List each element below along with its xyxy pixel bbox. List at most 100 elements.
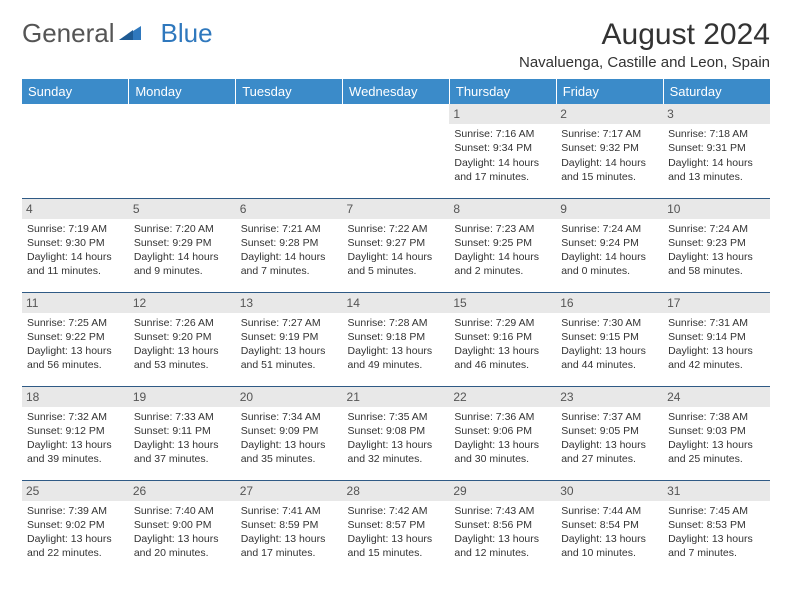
sunrise-line: Sunrise: 7:40 AM bbox=[134, 504, 231, 518]
sunrise-line: Sunrise: 7:37 AM bbox=[561, 410, 658, 424]
daylight-line: Daylight: 13 hours and 44 minutes. bbox=[561, 344, 658, 372]
calendar-day-cell: 10Sunrise: 7:24 AMSunset: 9:23 PMDayligh… bbox=[663, 198, 770, 292]
logo: General Blue bbox=[22, 18, 213, 49]
daylight-line: Daylight: 13 hours and 35 minutes. bbox=[241, 438, 338, 466]
calendar-day-cell: 19Sunrise: 7:33 AMSunset: 9:11 PMDayligh… bbox=[129, 386, 236, 480]
day-number: 16 bbox=[556, 293, 663, 313]
sunset-line: Sunset: 9:03 PM bbox=[668, 424, 765, 438]
location: Navaluenga, Castille and Leon, Spain bbox=[519, 54, 770, 71]
calendar-day-cell: 24Sunrise: 7:38 AMSunset: 9:03 PMDayligh… bbox=[663, 386, 770, 480]
daylight-line: Daylight: 13 hours and 17 minutes. bbox=[241, 532, 338, 560]
sunset-line: Sunset: 9:14 PM bbox=[668, 330, 765, 344]
weekday-header: Wednesday bbox=[343, 79, 450, 104]
sunset-line: Sunset: 9:24 PM bbox=[561, 236, 658, 250]
logo-text-1: General bbox=[22, 18, 115, 49]
day-number: 24 bbox=[663, 387, 770, 407]
sunrise-line: Sunrise: 7:41 AM bbox=[241, 504, 338, 518]
calendar-day-cell: 22Sunrise: 7:36 AMSunset: 9:06 PMDayligh… bbox=[449, 386, 556, 480]
sunset-line: Sunset: 9:02 PM bbox=[27, 518, 124, 532]
sunset-line: Sunset: 9:27 PM bbox=[348, 236, 445, 250]
daylight-line: Daylight: 14 hours and 11 minutes. bbox=[27, 250, 124, 278]
daylight-line: Daylight: 13 hours and 10 minutes. bbox=[561, 532, 658, 560]
sunset-line: Sunset: 9:29 PM bbox=[134, 236, 231, 250]
calendar-week-row: 18Sunrise: 7:32 AMSunset: 9:12 PMDayligh… bbox=[22, 386, 770, 480]
calendar-day-cell: 16 Sunrise: 7:30 AMSunset: 9:15 PMDayligh… bbox=[556, 292, 663, 386]
logo-text-2: Blue bbox=[161, 18, 213, 49]
calendar-day-cell: 8Sunrise: 7:23 AMSunset: 9:25 PMDaylight… bbox=[449, 198, 556, 292]
calendar-day-cell: 28Sunrise: 7:42 AMSunset: 8:57 PMDayligh… bbox=[343, 480, 450, 574]
daylight-line: Daylight: 13 hours and 37 minutes. bbox=[134, 438, 231, 466]
day-number: 17 bbox=[663, 293, 770, 313]
calendar-day-cell: 1Sunrise: 7:16 AMSunset: 9:34 PMDaylight… bbox=[449, 104, 556, 198]
day-number: 1 bbox=[449, 104, 556, 124]
sunrise-line: Sunrise: 7:42 AM bbox=[348, 504, 445, 518]
daylight-line: Daylight: 13 hours and 56 minutes. bbox=[27, 344, 124, 372]
daylight-line: Daylight: 14 hours and 15 minutes. bbox=[561, 156, 658, 184]
calendar-week-row: 4Sunrise: 7:19 AMSunset: 9:30 PMDaylight… bbox=[22, 198, 770, 292]
daylight-line: Daylight: 13 hours and 32 minutes. bbox=[348, 438, 445, 466]
calendar-day-cell: 5 Sunrise: 7:20 AMSunset: 9:29 PMDaylight… bbox=[129, 198, 236, 292]
weekday-header: Tuesday bbox=[236, 79, 343, 104]
calendar-day-cell: 17Sunrise: 7:31 AMSunset: 9:14 PMDayligh… bbox=[663, 292, 770, 386]
sunset-line: Sunset: 9:09 PM bbox=[241, 424, 338, 438]
sunrise-line: Sunrise: 7:24 AM bbox=[668, 222, 765, 236]
sunset-line: Sunset: 9:32 PM bbox=[561, 141, 658, 155]
sunrise-line: Sunrise: 7:30 AM bbox=[561, 316, 658, 330]
calendar-day-cell: 29Sunrise: 7:43 AMSunset: 8:56 PMDayligh… bbox=[449, 480, 556, 574]
daylight-line: Daylight: 14 hours and 17 minutes. bbox=[454, 156, 551, 184]
sunrise-line: Sunrise: 7:20 AM bbox=[134, 222, 231, 236]
daylight-line: Daylight: 13 hours and 58 minutes. bbox=[668, 250, 765, 278]
weekday-header: Friday bbox=[556, 79, 663, 104]
sunset-line: Sunset: 9:34 PM bbox=[454, 141, 551, 155]
sunset-line: Sunset: 9:08 PM bbox=[348, 424, 445, 438]
calendar-day-cell: 15Sunrise: 7:29 AMSunset: 9:16 PMDayligh… bbox=[449, 292, 556, 386]
sunset-line: Sunset: 8:53 PM bbox=[668, 518, 765, 532]
calendar-day-cell: 9Sunrise: 7:24 AMSunset: 9:24 PMDaylight… bbox=[556, 198, 663, 292]
daylight-line: Daylight: 13 hours and 20 minutes. bbox=[134, 532, 231, 560]
calendar-day-cell: 7Sunrise: 7:22 AMSunset: 9:27 PMDaylight… bbox=[343, 198, 450, 292]
sunset-line: Sunset: 9:05 PM bbox=[561, 424, 658, 438]
calendar-day-cell: 23Sunrise: 7:37 AMSunset: 9:05 PMDayligh… bbox=[556, 386, 663, 480]
sunset-line: Sunset: 8:57 PM bbox=[348, 518, 445, 532]
day-number: 29 bbox=[449, 481, 556, 501]
sunrise-line: Sunrise: 7:26 AM bbox=[134, 316, 231, 330]
sunrise-line: Sunrise: 7:31 AM bbox=[668, 316, 765, 330]
day-number: 19 bbox=[129, 387, 236, 407]
day-number: 30 bbox=[556, 481, 663, 501]
daylight-line: Daylight: 13 hours and 49 minutes. bbox=[348, 344, 445, 372]
day-number: 15 bbox=[449, 293, 556, 313]
sunrise-line: Sunrise: 7:35 AM bbox=[348, 410, 445, 424]
day-number: 9 bbox=[556, 199, 663, 219]
calendar-day-cell: 3Sunrise: 7:18 AMSunset: 9:31 PMDaylight… bbox=[663, 104, 770, 198]
day-number: 21 bbox=[343, 387, 450, 407]
sunrise-line: Sunrise: 7:36 AM bbox=[454, 410, 551, 424]
sunset-line: Sunset: 9:15 PM bbox=[561, 330, 658, 344]
day-number: 5 bbox=[129, 199, 236, 219]
sunset-line: Sunset: 9:20 PM bbox=[134, 330, 231, 344]
day-number: 8 bbox=[449, 199, 556, 219]
sunset-line: Sunset: 8:54 PM bbox=[561, 518, 658, 532]
sunset-line: Sunset: 9:16 PM bbox=[454, 330, 551, 344]
day-number: 4 bbox=[22, 199, 129, 219]
calendar-day-cell: 11Sunrise: 7:25 AMSunset: 9:22 PMDayligh… bbox=[22, 292, 129, 386]
daylight-line: Daylight: 14 hours and 9 minutes. bbox=[134, 250, 231, 278]
logo-triangle-icon bbox=[119, 18, 141, 49]
day-number: 6 bbox=[236, 199, 343, 219]
daylight-line: Daylight: 13 hours and 25 minutes. bbox=[668, 438, 765, 466]
weekday-header: Saturday bbox=[663, 79, 770, 104]
day-number: 12 bbox=[129, 293, 236, 313]
daylight-line: Daylight: 13 hours and 51 minutes. bbox=[241, 344, 338, 372]
header: General Blue August 2024 Navaluenga, Cas… bbox=[22, 18, 770, 71]
calendar-day-cell bbox=[22, 104, 129, 198]
calendar-week-row: 1Sunrise: 7:16 AMSunset: 9:34 PMDaylight… bbox=[22, 104, 770, 198]
day-number: 25 bbox=[22, 481, 129, 501]
calendar-day-cell: 21 Sunrise: 7:35 AMSunset: 9:08 PMDayligh… bbox=[343, 386, 450, 480]
daylight-line: Daylight: 14 hours and 0 minutes. bbox=[561, 250, 658, 278]
sunrise-line: Sunrise: 7:39 AM bbox=[27, 504, 124, 518]
calendar-day-cell bbox=[236, 104, 343, 198]
day-number: 31 bbox=[663, 481, 770, 501]
day-number: 26 bbox=[129, 481, 236, 501]
calendar-day-cell: 31Sunrise: 7:45 AMSunset: 8:53 PMDayligh… bbox=[663, 480, 770, 574]
calendar-week-row: 11Sunrise: 7:25 AMSunset: 9:22 PMDayligh… bbox=[22, 292, 770, 386]
sunrise-line: Sunrise: 7:43 AM bbox=[454, 504, 551, 518]
